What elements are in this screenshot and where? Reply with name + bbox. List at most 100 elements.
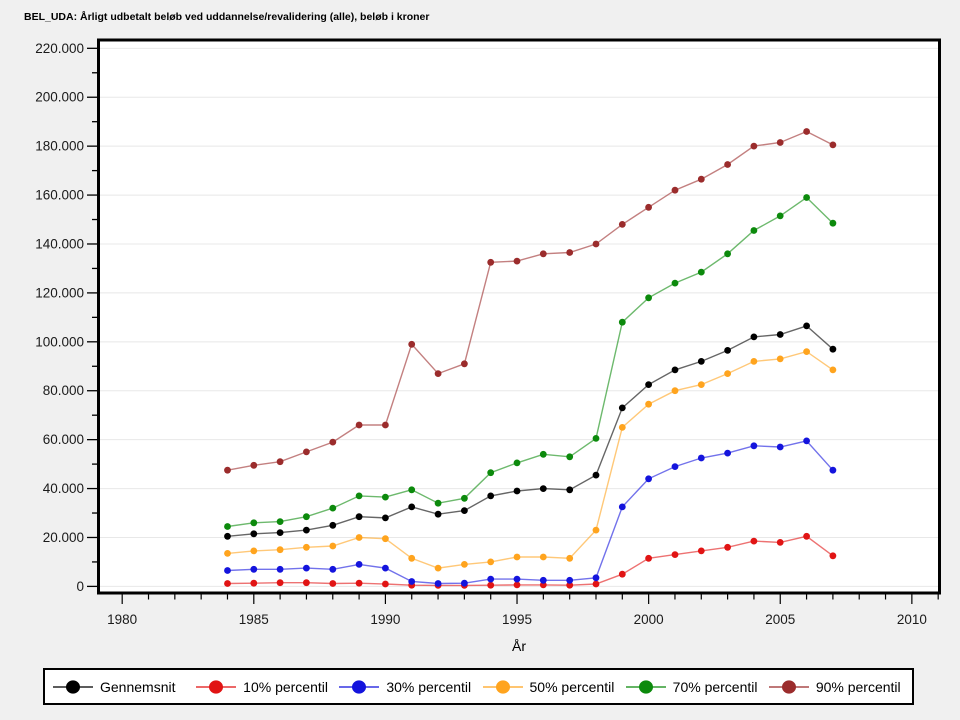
chart-canvas: 0 20.000 40.000 60.000 80.000 100.000 120.000 1…	[35, 38, 941, 654]
series-line-10-percentil	[227, 535, 834, 587]
data-point	[803, 437, 810, 445]
data-point	[250, 530, 258, 538]
data-point	[382, 421, 389, 429]
data-point	[513, 553, 521, 561]
x-tick-label: 1980	[107, 612, 137, 627]
data-point	[776, 331, 784, 338]
legend-item-label: 30% percentil	[386, 678, 472, 695]
data-point	[697, 175, 705, 183]
x-tick-label: 2005	[765, 612, 795, 627]
legend-item-label: Gennemsnit	[100, 678, 176, 695]
data-point	[461, 561, 468, 568]
data-point	[329, 580, 337, 587]
data-point	[329, 521, 337, 529]
data-point	[566, 554, 574, 562]
data-point	[592, 574, 600, 582]
data-point	[566, 581, 574, 589]
x-tick-label: 2000	[634, 612, 664, 627]
data-point	[803, 322, 810, 330]
series-gennemsnit	[224, 322, 837, 540]
data-point	[382, 514, 389, 522]
data-point	[355, 579, 363, 587]
x-axis-title: År	[512, 638, 526, 654]
data-point	[434, 564, 442, 572]
data-point	[829, 466, 837, 474]
chart-title: BEL_UDA: Årligt udbetalt beløb ved uddan…	[24, 11, 430, 23]
plot-border	[97, 38, 941, 595]
y-axis-ticks	[87, 47, 97, 588]
data-point	[592, 471, 600, 479]
data-point	[513, 459, 521, 467]
data-point	[803, 348, 810, 355]
data-point	[829, 552, 837, 560]
series-line-30-percentil	[227, 440, 834, 585]
legend-marker-icon	[768, 679, 809, 694]
data-point	[697, 268, 705, 276]
data-point	[724, 449, 731, 457]
data-point	[566, 453, 574, 461]
y-tick-label: 160.000	[35, 188, 84, 203]
legend-item-label: 90% percentil	[815, 678, 901, 695]
data-point	[592, 526, 600, 534]
legend-marker-icon	[482, 679, 523, 694]
data-point	[592, 240, 600, 248]
data-point	[724, 250, 731, 258]
data-point	[566, 486, 574, 494]
y-tick-label: 200.000	[35, 90, 84, 105]
data-point	[829, 345, 837, 353]
data-point	[408, 340, 416, 348]
data-point	[329, 565, 337, 573]
data-point	[303, 564, 310, 572]
data-point	[303, 526, 310, 534]
y-tick-label: 180.000	[35, 139, 84, 154]
y-tick-label: 20.000	[43, 530, 84, 545]
y-tick-label: 60.000	[43, 432, 84, 447]
data-point	[539, 553, 547, 561]
data-point	[618, 503, 626, 511]
data-point	[355, 421, 363, 429]
legend-item-gennemsnit: Gennemsnit	[53, 678, 196, 696]
data-point	[592, 435, 600, 442]
legend-marker-icon	[339, 679, 380, 694]
data-point	[250, 579, 258, 587]
legend-item-90-percentil: 90% percentil	[768, 678, 912, 696]
y-tick-label: 0	[76, 579, 84, 594]
data-point	[750, 358, 758, 365]
series-line-50-percentil	[227, 350, 834, 569]
data-point	[408, 486, 416, 494]
data-point	[750, 142, 758, 150]
data-point	[224, 532, 231, 540]
legend-item-10-percentil: 10% percentil	[196, 678, 339, 696]
x-tick-label: 1990	[370, 612, 400, 627]
data-point	[487, 581, 495, 589]
data-point	[224, 523, 231, 530]
data-point	[697, 454, 705, 462]
y-tick-label: 220.000	[35, 41, 84, 56]
data-point	[645, 294, 652, 302]
data-point	[276, 529, 284, 536]
data-point	[382, 493, 389, 501]
data-point	[671, 186, 679, 194]
data-point	[566, 249, 574, 256]
x-tick-label: 1995	[502, 612, 532, 627]
data-point	[829, 219, 837, 227]
data-point	[539, 485, 547, 492]
data-point	[408, 554, 416, 562]
data-point	[724, 347, 731, 354]
data-point	[776, 539, 784, 546]
data-point	[776, 443, 784, 451]
data-point	[276, 546, 284, 554]
data-point	[750, 537, 758, 545]
data-point	[697, 358, 705, 365]
data-point	[487, 469, 495, 477]
data-point	[487, 492, 495, 500]
x-tick-label: 2010	[897, 612, 927, 627]
data-point	[697, 381, 705, 388]
data-point	[645, 203, 652, 211]
data-point	[539, 250, 547, 258]
legend: Gennemsnit 10% percentil 30% percentil 50% …	[43, 668, 914, 705]
data-point	[382, 580, 389, 588]
data-point	[250, 565, 258, 573]
series-70-percentil	[224, 194, 837, 530]
data-point	[776, 139, 784, 146]
